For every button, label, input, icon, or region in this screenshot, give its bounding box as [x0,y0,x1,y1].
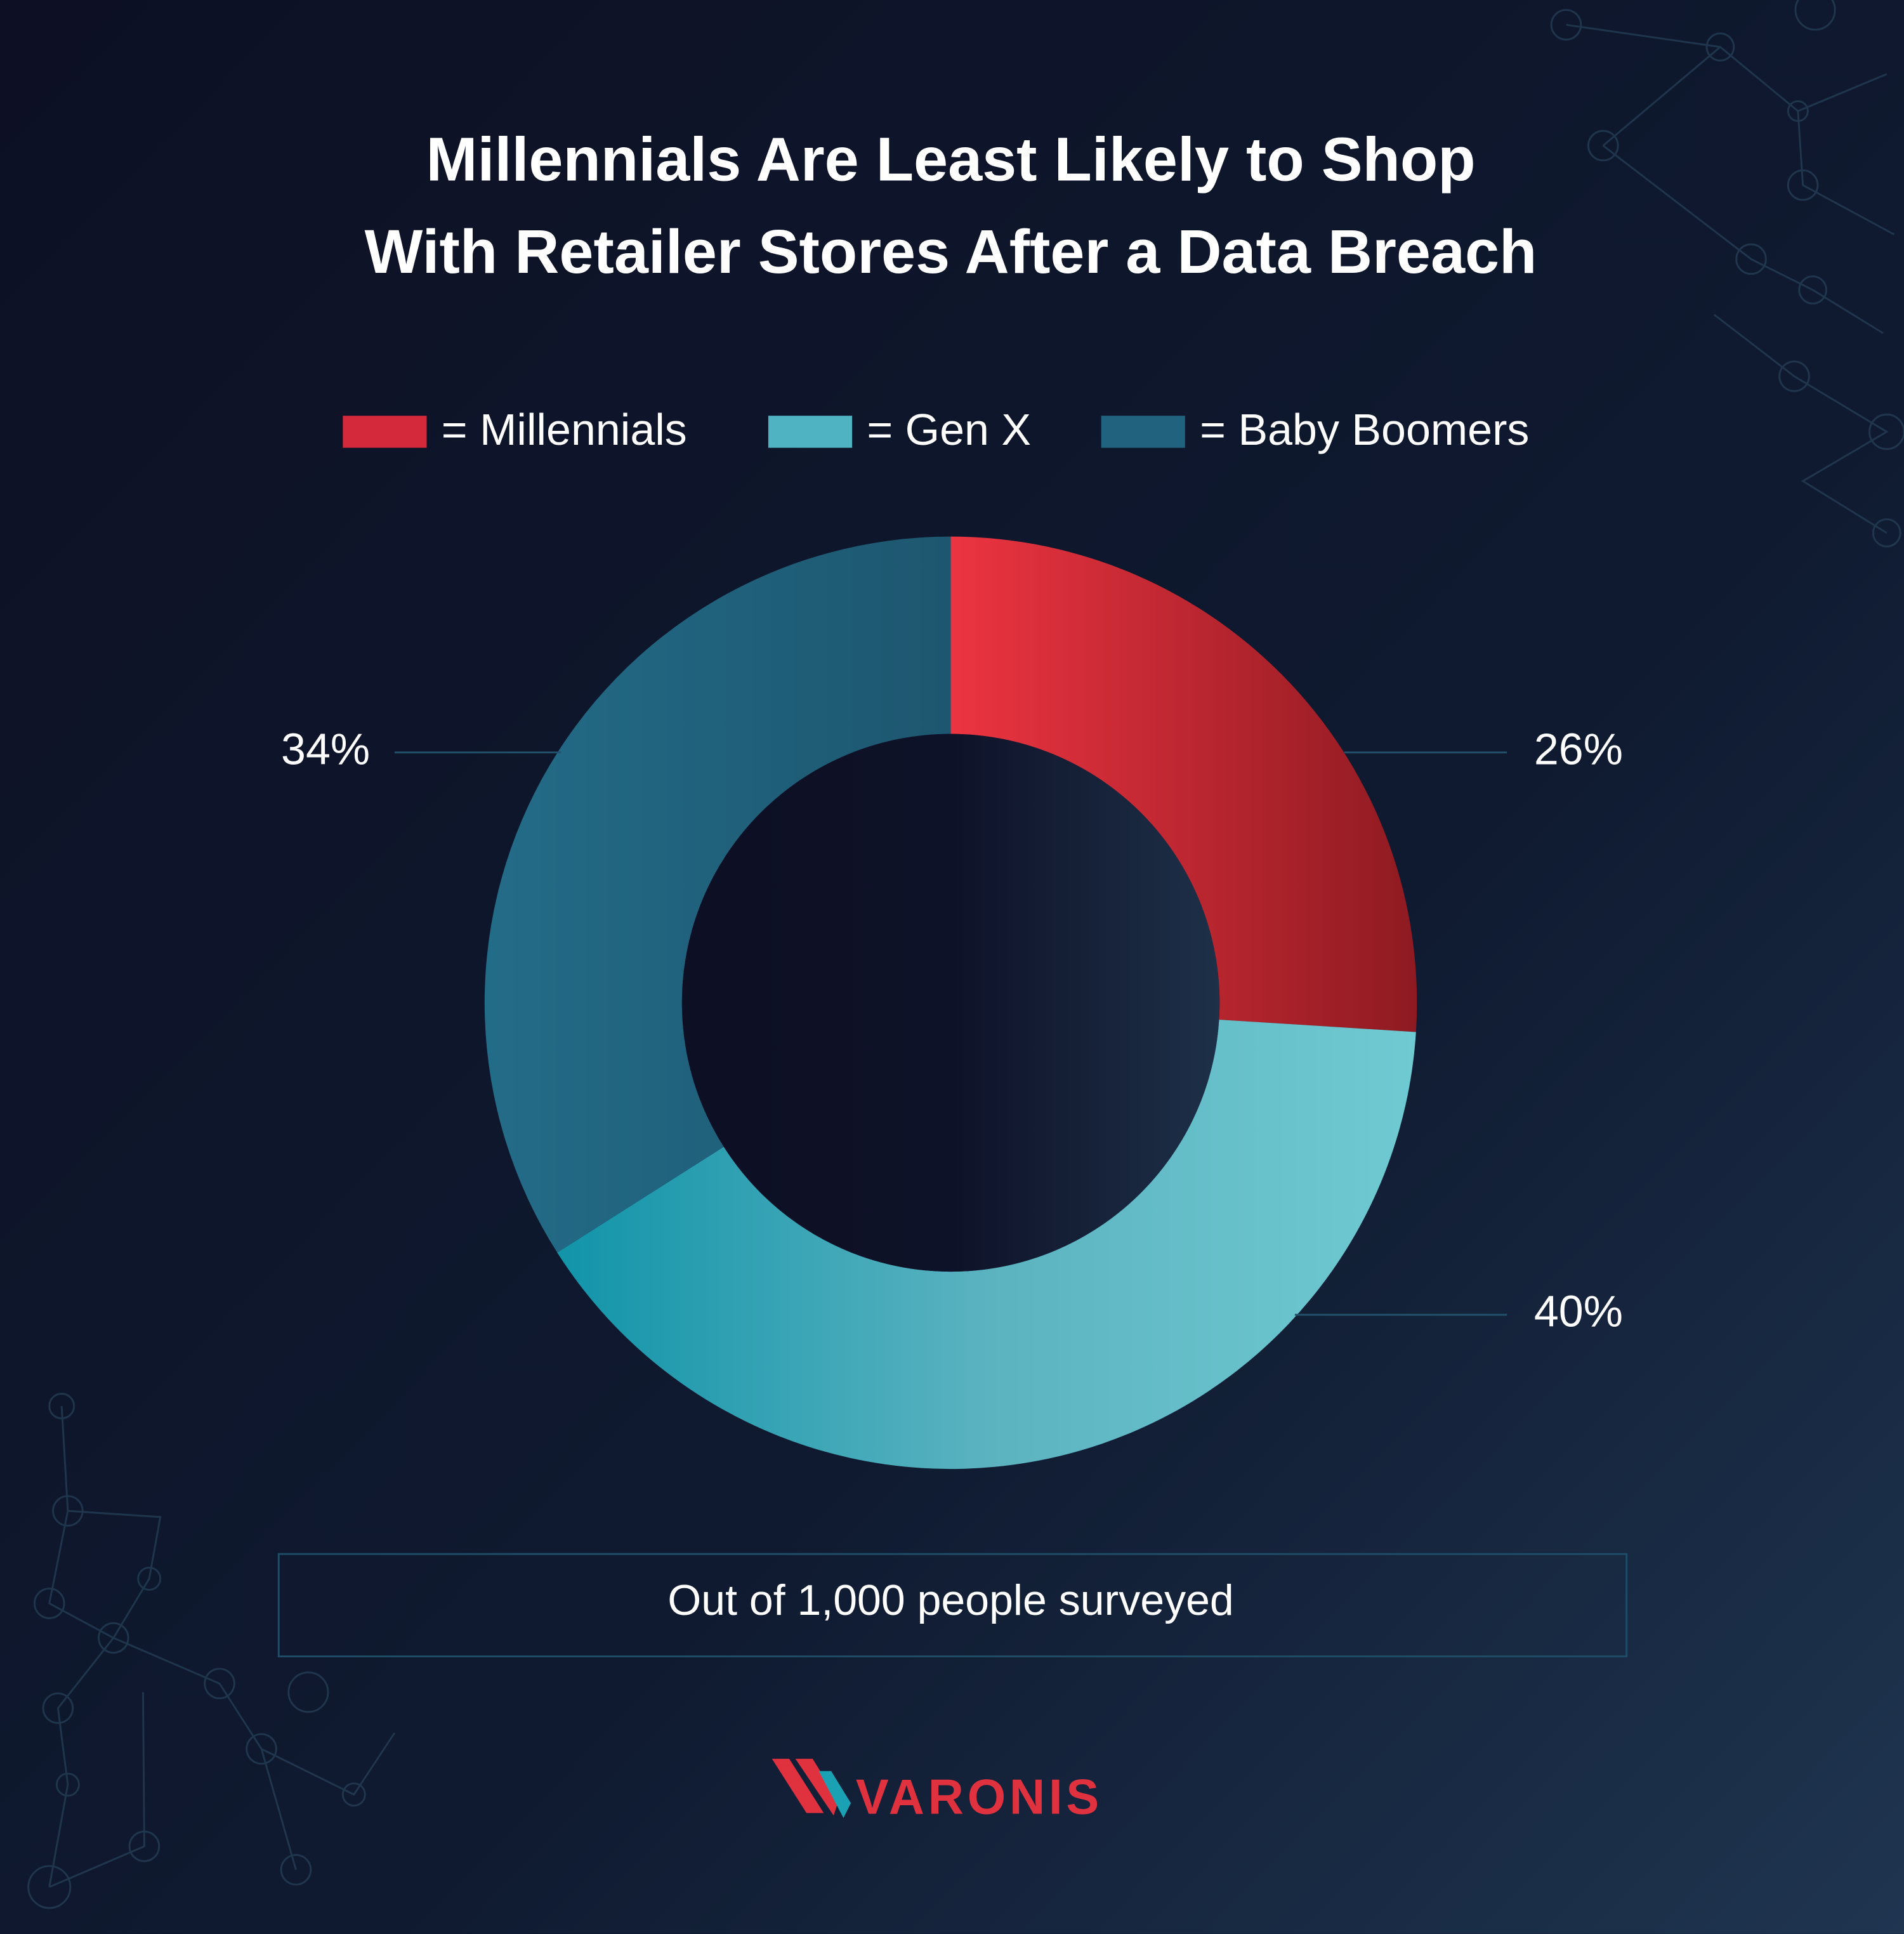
network-decoration [27,0,1904,1909]
note: Out of 1,000 people surveyed [667,1576,1233,1624]
logo-mark [771,1758,851,1819]
chart-title: With Retailer Stores After a Data Breach [365,217,1537,286]
legend-label: = Baby Boomers [1200,405,1529,454]
logo-text: VARONIS [856,1770,1103,1824]
donut-hole [681,733,1220,1272]
legend-swatch [1101,416,1185,448]
donut-segment [557,1019,1416,1470]
donut-segment [484,536,951,1253]
legend-swatch [768,416,853,448]
value-label: 34% [281,724,370,773]
chart-title: Millennials Are Least Likely to Shop [426,124,1476,194]
value-label: 40% [1534,1287,1623,1336]
legend-swatch [343,416,427,448]
value-label: 26% [1534,724,1623,773]
legend-label: = Millennials [442,405,687,454]
donut-segment [950,536,1417,1032]
legend-label: = Gen X [867,405,1031,454]
note-box [277,1553,1628,1657]
